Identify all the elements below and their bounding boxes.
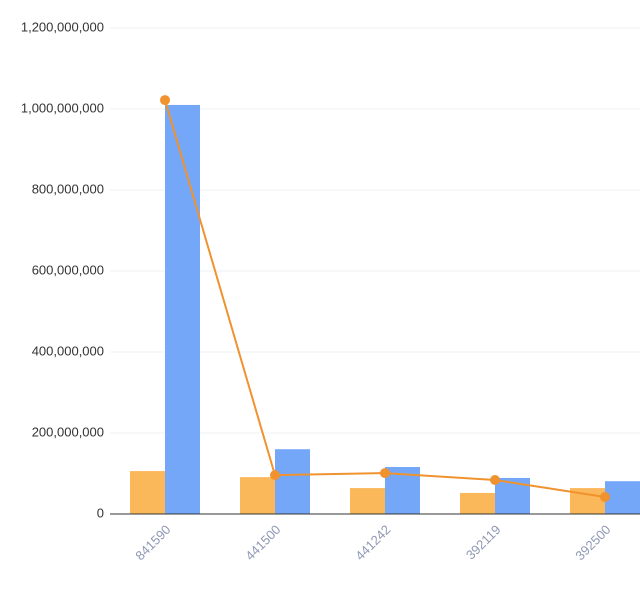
line-point xyxy=(270,470,280,481)
bar xyxy=(130,471,165,514)
bar xyxy=(350,488,385,514)
x-tick-label: 392119 xyxy=(463,522,504,563)
y-tick-label: 800,000,000 xyxy=(32,181,104,196)
bar xyxy=(605,481,640,514)
line-point xyxy=(600,491,610,502)
bar xyxy=(460,492,495,514)
y-tick-label: 200,000,000 xyxy=(32,424,104,439)
y-tick-label: 1,000,000,000 xyxy=(21,100,104,115)
line-point xyxy=(380,468,390,479)
bar xyxy=(240,477,275,514)
x-tick-label: 841590 xyxy=(132,522,173,563)
line xyxy=(164,99,606,498)
x-tick-label: 392500 xyxy=(572,522,613,563)
bar xyxy=(165,104,200,514)
bar xyxy=(275,449,310,514)
y-tick-label: 0 xyxy=(97,505,104,520)
x-tick-label: 441242 xyxy=(352,522,393,563)
y-tick-label: 600,000,000 xyxy=(32,262,104,277)
line-point xyxy=(490,474,500,485)
y-tick-label: 400,000,000 xyxy=(32,343,104,358)
line-point xyxy=(160,95,170,106)
x-tick-label: 441500 xyxy=(242,522,283,563)
y-tick-label: 1,200,000,000 xyxy=(21,19,104,34)
